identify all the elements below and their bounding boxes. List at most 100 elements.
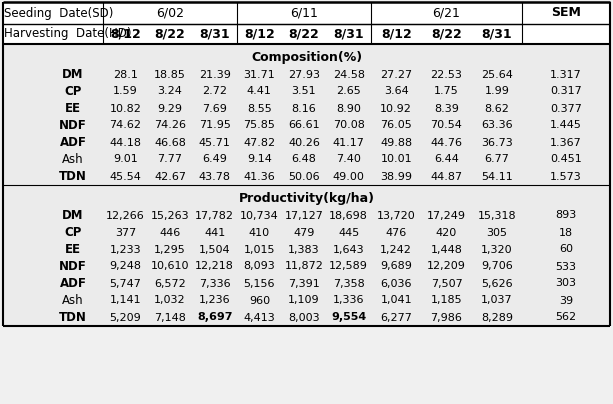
Text: 15,318: 15,318 xyxy=(478,210,516,221)
Text: 8.62: 8.62 xyxy=(484,103,509,114)
Text: 76.05: 76.05 xyxy=(380,120,412,130)
Text: Harvesting  Date(HD): Harvesting Date(HD) xyxy=(4,27,132,40)
Text: 47.82: 47.82 xyxy=(243,137,275,147)
Text: 8/31: 8/31 xyxy=(333,27,364,40)
Text: 6.48: 6.48 xyxy=(292,154,316,164)
Text: 1,233: 1,233 xyxy=(110,244,141,255)
Text: 7,507: 7,507 xyxy=(430,278,462,288)
Text: Seeding  Date(SD): Seeding Date(SD) xyxy=(4,6,113,19)
Text: NDF: NDF xyxy=(59,260,87,273)
Text: ADF: ADF xyxy=(59,277,86,290)
Text: 1.317: 1.317 xyxy=(550,69,582,80)
Text: 3.51: 3.51 xyxy=(292,86,316,97)
Text: 1,015: 1,015 xyxy=(243,244,275,255)
Text: 479: 479 xyxy=(293,227,314,238)
Text: 12,266: 12,266 xyxy=(106,210,145,221)
Text: 1,242: 1,242 xyxy=(380,244,412,255)
Text: TDN: TDN xyxy=(59,311,87,324)
Text: 12,218: 12,218 xyxy=(195,261,234,271)
Text: 28.1: 28.1 xyxy=(113,69,138,80)
Text: 6/11: 6/11 xyxy=(290,6,318,19)
Text: EE: EE xyxy=(65,102,81,115)
Text: 17,127: 17,127 xyxy=(284,210,324,221)
Text: 7,336: 7,336 xyxy=(199,278,230,288)
Text: 8/31: 8/31 xyxy=(482,27,512,40)
Text: 6,036: 6,036 xyxy=(381,278,412,288)
Text: 44.76: 44.76 xyxy=(430,137,462,147)
Text: 8,003: 8,003 xyxy=(288,313,320,322)
Text: 1,141: 1,141 xyxy=(110,295,141,305)
Text: 960: 960 xyxy=(249,295,270,305)
Text: 41.36: 41.36 xyxy=(243,172,275,181)
Text: 6.49: 6.49 xyxy=(202,154,227,164)
Text: 22.53: 22.53 xyxy=(430,69,462,80)
Text: 4,413: 4,413 xyxy=(243,313,275,322)
Text: 377: 377 xyxy=(115,227,136,238)
Text: 0.317: 0.317 xyxy=(550,86,582,97)
Text: 10.01: 10.01 xyxy=(380,154,412,164)
Text: 21.39: 21.39 xyxy=(199,69,230,80)
Text: NDF: NDF xyxy=(59,119,87,132)
Text: 6.44: 6.44 xyxy=(434,154,459,164)
Text: 7,148: 7,148 xyxy=(154,313,186,322)
Text: 40.26: 40.26 xyxy=(288,137,320,147)
Text: 303: 303 xyxy=(555,278,576,288)
Text: 39: 39 xyxy=(559,295,573,305)
Text: 10,734: 10,734 xyxy=(240,210,279,221)
Text: 8/12: 8/12 xyxy=(110,27,141,40)
Text: 1,504: 1,504 xyxy=(199,244,230,255)
Text: 18,698: 18,698 xyxy=(329,210,368,221)
Text: 66.61: 66.61 xyxy=(288,120,320,130)
Text: 1,041: 1,041 xyxy=(380,295,412,305)
Text: 9.01: 9.01 xyxy=(113,154,138,164)
Text: 75.85: 75.85 xyxy=(243,120,275,130)
Text: 25.64: 25.64 xyxy=(481,69,512,80)
Text: 8,697: 8,697 xyxy=(197,313,232,322)
Text: 476: 476 xyxy=(386,227,407,238)
Text: ADF: ADF xyxy=(59,136,86,149)
Text: 1.445: 1.445 xyxy=(550,120,582,130)
Text: 6,277: 6,277 xyxy=(380,313,412,322)
Text: 4.41: 4.41 xyxy=(247,86,272,97)
Text: 70.08: 70.08 xyxy=(333,120,365,130)
Text: 2.65: 2.65 xyxy=(337,86,361,97)
Text: 41.17: 41.17 xyxy=(333,137,365,147)
Text: 11,872: 11,872 xyxy=(284,261,324,271)
Text: 8.39: 8.39 xyxy=(434,103,459,114)
Text: 8/12: 8/12 xyxy=(244,27,275,40)
Text: 74.26: 74.26 xyxy=(154,120,186,130)
Text: 12,209: 12,209 xyxy=(427,261,466,271)
Text: 2.72: 2.72 xyxy=(202,86,227,97)
Text: 7,986: 7,986 xyxy=(430,313,462,322)
Text: 49.00: 49.00 xyxy=(333,172,365,181)
Text: 6/02: 6/02 xyxy=(156,6,184,19)
Text: 3.24: 3.24 xyxy=(158,86,183,97)
Text: 43.78: 43.78 xyxy=(199,172,230,181)
Text: 44.18: 44.18 xyxy=(109,137,142,147)
Text: 305: 305 xyxy=(486,227,508,238)
Text: 42.67: 42.67 xyxy=(154,172,186,181)
Text: 1.59: 1.59 xyxy=(113,86,138,97)
Text: Ash: Ash xyxy=(62,153,84,166)
Text: 8/12: 8/12 xyxy=(381,27,411,40)
Text: 5,747: 5,747 xyxy=(109,278,141,288)
Text: DM: DM xyxy=(63,209,84,222)
Text: 38.99: 38.99 xyxy=(380,172,412,181)
Text: 18.85: 18.85 xyxy=(154,69,186,80)
Text: 1,336: 1,336 xyxy=(333,295,364,305)
Text: 410: 410 xyxy=(249,227,270,238)
Text: 15,263: 15,263 xyxy=(151,210,189,221)
Text: Productivity(kg/ha): Productivity(kg/ha) xyxy=(238,192,375,205)
Text: 9,248: 9,248 xyxy=(109,261,142,271)
Text: 8.16: 8.16 xyxy=(292,103,316,114)
Text: 1.99: 1.99 xyxy=(484,86,509,97)
Text: 74.62: 74.62 xyxy=(109,120,142,130)
Text: 8/22: 8/22 xyxy=(154,27,185,40)
Text: 445: 445 xyxy=(338,227,359,238)
Text: 5,626: 5,626 xyxy=(481,278,512,288)
Text: 7,391: 7,391 xyxy=(288,278,320,288)
Text: 533: 533 xyxy=(555,261,576,271)
Text: 13,720: 13,720 xyxy=(377,210,416,221)
Bar xyxy=(3,2,610,326)
Text: 1,448: 1,448 xyxy=(430,244,462,255)
